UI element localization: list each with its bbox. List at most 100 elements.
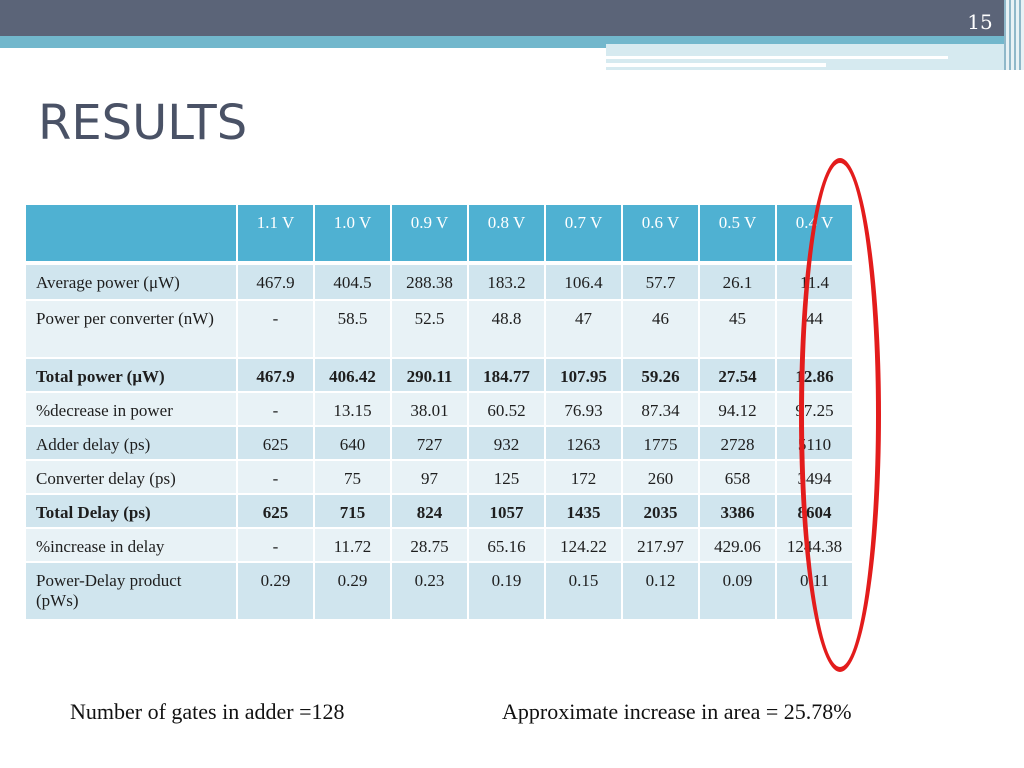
- table-cell: 3494: [777, 461, 854, 495]
- table-cell: 467.9: [238, 359, 315, 393]
- table-cell: 12.86: [777, 359, 854, 393]
- table-cell: 47: [546, 301, 623, 359]
- table-cell: 1244.38: [777, 529, 854, 563]
- table-row: Adder delay (ps) 625 640 727 932 1263 1775 2728…: [26, 427, 854, 461]
- table-cell: 184.77: [469, 359, 546, 393]
- table-cell: 625: [238, 427, 315, 461]
- table-cell: 59.26: [623, 359, 700, 393]
- table-cell: 26.1: [700, 263, 777, 301]
- table-cell: 288.38: [392, 263, 469, 301]
- table-row: Power-Delay product (pWs) 0.29 0.29 0.23 0.1…: [26, 563, 854, 621]
- table-cell: 125: [469, 461, 546, 495]
- column-header: 0.5 V: [700, 205, 777, 263]
- table-cell: 44: [777, 301, 854, 359]
- table-cell: 0.12: [623, 563, 700, 621]
- table-row: Average power (μW) 467.9 404.5 288.38 183.2 1…: [26, 263, 854, 301]
- slide-title: RESULTS: [38, 95, 248, 151]
- table-cell: 46: [623, 301, 700, 359]
- table-cell: 57.7: [623, 263, 700, 301]
- table-row: Total Delay (ps) 625 715 824 1057 1435 2035 338…: [26, 495, 854, 529]
- decorative-stripes: [1004, 0, 1024, 70]
- table-cell: 0.19: [469, 563, 546, 621]
- table-cell: 172: [546, 461, 623, 495]
- row-label: %increase in delay: [26, 529, 238, 563]
- table-row: Total power (μW) 467.9 406.42 290.11 184.77 1…: [26, 359, 854, 393]
- table-cell: 1263: [546, 427, 623, 461]
- table-cell: 45: [700, 301, 777, 359]
- table-cell: -: [238, 393, 315, 427]
- table-cell: 27.54: [700, 359, 777, 393]
- row-label: Power per converter (nW): [26, 301, 238, 359]
- table-cell: -: [238, 301, 315, 359]
- table-row: %increase in delay -11.72 28.75 65.16 124.22…: [26, 529, 854, 563]
- table-row: %decrease in power -13.15 38.01 60.52 76.93 8…: [26, 393, 854, 427]
- table-cell: 0.15: [546, 563, 623, 621]
- column-header: 1.0 V: [315, 205, 392, 263]
- header-band: [0, 0, 1024, 36]
- table-cell: 217.97: [623, 529, 700, 563]
- column-header: [26, 205, 238, 263]
- table-row: Converter delay (ps) -75 97 125 172 260 658 349…: [26, 461, 854, 495]
- table-cell: 2728: [700, 427, 777, 461]
- table-cell: 60.52: [469, 393, 546, 427]
- table-cell: 106.4: [546, 263, 623, 301]
- table-cell: 625: [238, 495, 315, 529]
- table-cell: 404.5: [315, 263, 392, 301]
- table-cell: 1057: [469, 495, 546, 529]
- table-cell: 290.11: [392, 359, 469, 393]
- table-cell: 0.09: [700, 563, 777, 621]
- table-cell: 640: [315, 427, 392, 461]
- table-cell: 5110: [777, 427, 854, 461]
- column-header: 0.4 V: [777, 205, 854, 263]
- table-cell: 1775: [623, 427, 700, 461]
- table-cell: 76.93: [546, 393, 623, 427]
- table-cell: 52.5: [392, 301, 469, 359]
- table-cell: 260: [623, 461, 700, 495]
- row-label: Adder delay (ps): [26, 427, 238, 461]
- table-cell: -: [238, 529, 315, 563]
- table-cell: 107.95: [546, 359, 623, 393]
- table-cell: 75: [315, 461, 392, 495]
- table-cell: 406.42: [315, 359, 392, 393]
- decorative-line: [606, 63, 826, 67]
- column-header: 0.9 V: [392, 205, 469, 263]
- table-cell: 1435: [546, 495, 623, 529]
- row-label: Power-Delay product (pWs): [26, 563, 238, 621]
- table-cell: 3386: [700, 495, 777, 529]
- table-cell: 715: [315, 495, 392, 529]
- column-header: 0.7 V: [546, 205, 623, 263]
- results-table: 1.1 V 1.0 V 0.9 V 0.8 V 0.7 V 0.6 V 0.5 …: [26, 205, 854, 621]
- table-cell: 124.22: [546, 529, 623, 563]
- row-label: Converter delay (ps): [26, 461, 238, 495]
- table-cell: 0.11: [777, 563, 854, 621]
- table-row: Power per converter (nW) -58.5 52.5 48.8 47 4…: [26, 301, 854, 359]
- table-cell: 13.15: [315, 393, 392, 427]
- table-cell: 0.29: [315, 563, 392, 621]
- table-cell: 65.16: [469, 529, 546, 563]
- table-body: Average power (μW) 467.9 404.5 288.38 183.2 1…: [26, 263, 854, 621]
- table-cell: 97.25: [777, 393, 854, 427]
- table-cell: 11.4: [777, 263, 854, 301]
- column-header: 1.1 V: [238, 205, 315, 263]
- table-cell: 658: [700, 461, 777, 495]
- table-cell: 87.34: [623, 393, 700, 427]
- table-cell: 38.01: [392, 393, 469, 427]
- table-cell: 48.8: [469, 301, 546, 359]
- table-cell: 94.12: [700, 393, 777, 427]
- gate-count-note: Number of gates in adder =128: [70, 699, 345, 724]
- table-cell: 429.06: [700, 529, 777, 563]
- table-cell: 58.5: [315, 301, 392, 359]
- table-cell: 0.23: [392, 563, 469, 621]
- row-label: Total power (μW): [26, 359, 238, 393]
- row-label: %decrease in power: [26, 393, 238, 427]
- table-cell: 932: [469, 427, 546, 461]
- decorative-line: [606, 56, 948, 59]
- table-header-row: 1.1 V 1.0 V 0.9 V 0.8 V 0.7 V 0.6 V 0.5 …: [26, 205, 854, 263]
- table-cell: 11.72: [315, 529, 392, 563]
- table-cell: -: [238, 461, 315, 495]
- row-label: Average power (μW): [26, 263, 238, 301]
- slide-number: 15: [967, 10, 993, 34]
- column-header: 0.8 V: [469, 205, 546, 263]
- table-cell: 0.29: [238, 563, 315, 621]
- column-header: 0.6 V: [623, 205, 700, 263]
